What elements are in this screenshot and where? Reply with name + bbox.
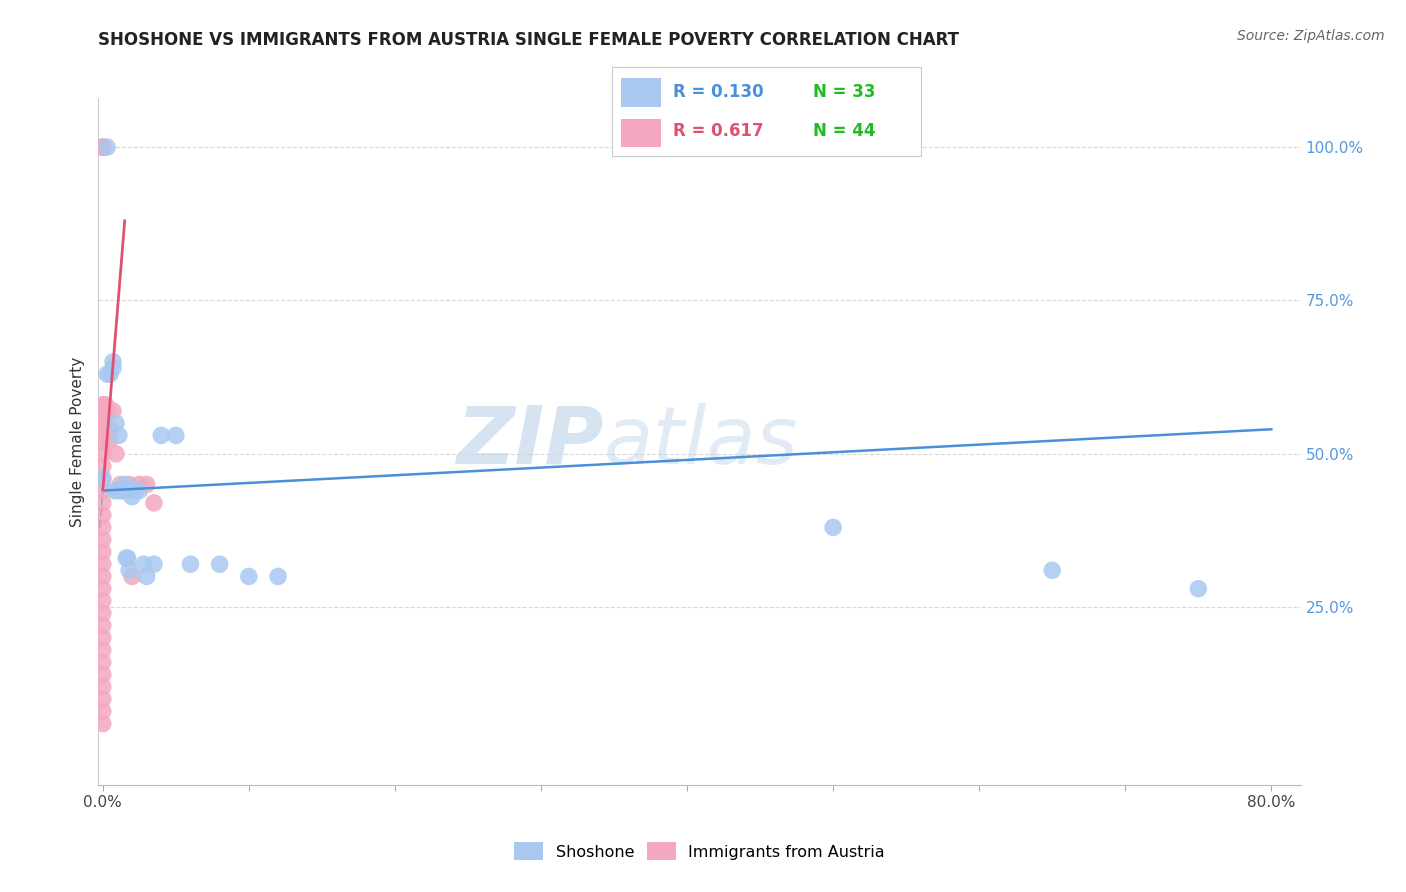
Text: atlas: atlas	[603, 402, 799, 481]
Point	[108, 428, 131, 442]
Text: N = 44: N = 44	[813, 122, 875, 140]
Text: N = 33: N = 33	[813, 83, 875, 101]
Point	[115, 551, 138, 566]
Point	[91, 607, 114, 621]
Point	[1187, 582, 1209, 596]
Point	[91, 705, 114, 719]
Point	[114, 483, 136, 498]
Point	[150, 428, 173, 442]
Point	[267, 569, 290, 583]
Point	[112, 483, 135, 498]
Point	[121, 569, 143, 583]
Point	[91, 582, 114, 596]
Point	[91, 533, 114, 547]
Point	[91, 545, 114, 559]
Point	[91, 618, 114, 632]
Point	[120, 483, 142, 498]
Point	[93, 416, 115, 430]
Text: SHOSHONE VS IMMIGRANTS FROM AUSTRIA SINGLE FEMALE POVERTY CORRELATION CHART: SHOSHONE VS IMMIGRANTS FROM AUSTRIA SING…	[98, 31, 959, 49]
Point	[179, 557, 201, 572]
Point	[91, 140, 114, 154]
Point	[91, 508, 114, 523]
Point	[91, 716, 114, 731]
Point	[91, 140, 114, 154]
Point	[91, 667, 114, 681]
Point	[121, 490, 143, 504]
Point	[97, 434, 120, 449]
Point	[117, 551, 139, 566]
Point	[96, 404, 118, 418]
Point	[91, 496, 114, 510]
Point	[91, 410, 114, 425]
Y-axis label: Single Female Poverty: Single Female Poverty	[70, 357, 86, 526]
Point	[132, 557, 155, 572]
Point	[107, 483, 129, 498]
Point	[111, 483, 134, 498]
Point	[91, 483, 114, 498]
Point	[94, 398, 117, 412]
Point	[101, 361, 124, 376]
Point	[135, 569, 157, 583]
Point	[91, 631, 114, 645]
Bar	[621, 78, 661, 107]
Point	[91, 680, 114, 694]
Point	[91, 471, 114, 485]
Point	[128, 477, 150, 491]
Point	[96, 140, 118, 154]
Point	[91, 422, 114, 436]
Point	[142, 557, 165, 572]
Text: R = 0.130: R = 0.130	[673, 83, 763, 101]
Point	[91, 692, 114, 706]
Legend: Shoshone, Immigrants from Austria: Shoshone, Immigrants from Austria	[508, 836, 891, 866]
Text: R = 0.617: R = 0.617	[673, 122, 763, 140]
Text: ZIP: ZIP	[456, 402, 603, 481]
Point	[91, 655, 114, 669]
Point	[114, 477, 136, 491]
Point	[104, 447, 127, 461]
Point	[91, 557, 114, 572]
Point	[110, 483, 132, 498]
Point	[91, 594, 114, 608]
Text: Source: ZipAtlas.com: Source: ZipAtlas.com	[1237, 29, 1385, 43]
Point	[101, 404, 124, 418]
Point	[1040, 563, 1063, 577]
Point	[103, 483, 125, 498]
Point	[91, 434, 114, 449]
Point	[91, 398, 114, 412]
Point	[104, 416, 127, 430]
Point	[118, 477, 141, 491]
Point	[91, 471, 114, 485]
Bar	[621, 119, 661, 147]
Point	[118, 563, 141, 577]
Point	[91, 569, 114, 583]
Point	[101, 355, 124, 369]
Point	[165, 428, 187, 442]
Point	[124, 483, 146, 498]
Point	[135, 477, 157, 491]
Point	[128, 483, 150, 498]
Point	[91, 520, 114, 534]
Point	[98, 422, 121, 436]
Point	[823, 520, 845, 534]
Point	[91, 458, 114, 473]
Point	[91, 447, 114, 461]
Point	[98, 367, 121, 381]
Point	[142, 496, 165, 510]
Point	[96, 367, 118, 381]
Point	[238, 569, 260, 583]
Point	[208, 557, 231, 572]
Point	[91, 643, 114, 657]
Point	[110, 477, 132, 491]
Point	[91, 140, 114, 154]
